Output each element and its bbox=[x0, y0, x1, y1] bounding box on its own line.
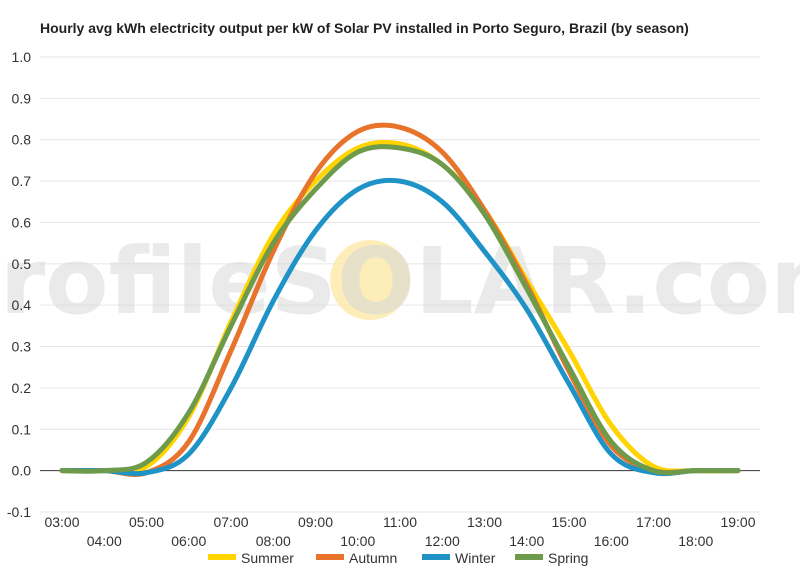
x-tick-label: 12:00 bbox=[425, 533, 460, 549]
x-tick-label: 05:00 bbox=[129, 514, 164, 530]
y-tick-label: 0.6 bbox=[12, 214, 32, 230]
y-axis-ticks: 1.0 0.9 0.8 0.7 0.6 0.5 0.4 0.3 0.2 0.1 0.0 -0.1 bbox=[7, 49, 31, 520]
legend-label-autumn: Autumn bbox=[349, 550, 397, 566]
y-tick-label: -0.1 bbox=[7, 504, 31, 520]
watermark: profileSOLAR.com bbox=[0, 228, 800, 335]
series-line-winter bbox=[59, 177, 741, 477]
y-tick-label: 0.7 bbox=[12, 173, 32, 189]
series-line-summer bbox=[59, 139, 741, 475]
y-tick-label: 0.5 bbox=[12, 256, 32, 272]
x-axis-ticks: 03:00 04:00 05:00 06:00 07:00 08:00 09:00 10:00… bbox=[44, 514, 755, 549]
x-tick-label: 11:00 bbox=[383, 514, 417, 530]
x-tick-label: 14:00 bbox=[509, 533, 544, 549]
legend: Summer Autumn Winter Spring bbox=[208, 550, 588, 566]
legend-label-summer: Summer bbox=[241, 550, 294, 566]
legend-label-winter: Winter bbox=[455, 550, 496, 566]
x-tick-label: 08:00 bbox=[256, 533, 291, 549]
chart-title: Hourly avg kWh electricity output per kW… bbox=[40, 20, 689, 36]
y-tick-label: 1.0 bbox=[12, 49, 32, 65]
x-tick-label: 13:00 bbox=[467, 514, 502, 530]
series-lines bbox=[59, 122, 741, 477]
y-tick-label: 0.2 bbox=[12, 380, 32, 396]
x-tick-label: 16:00 bbox=[594, 533, 629, 549]
x-tick-label: 18:00 bbox=[678, 533, 713, 549]
legend-swatch-autumn bbox=[316, 554, 344, 560]
series-line-autumn bbox=[59, 122, 741, 477]
legend-label-spring: Spring bbox=[548, 550, 588, 566]
series-line-spring bbox=[59, 144, 741, 476]
watermark-sun bbox=[330, 240, 410, 320]
y-tick-label: 0.3 bbox=[12, 339, 32, 355]
y-tick-label: 0.9 bbox=[12, 90, 32, 106]
x-tick-label: 06:00 bbox=[171, 533, 206, 549]
y-tick-label: 0.1 bbox=[12, 421, 32, 437]
y-tick-label: 0.4 bbox=[12, 297, 32, 313]
x-tick-label: 17:00 bbox=[636, 514, 671, 530]
x-tick-label: 04:00 bbox=[87, 533, 122, 549]
legend-swatch-summer bbox=[208, 554, 236, 560]
x-tick-label: 10:00 bbox=[340, 533, 375, 549]
legend-swatch-winter bbox=[422, 554, 450, 560]
y-tick-label: 0.8 bbox=[12, 132, 32, 148]
y-tick-label: 0.0 bbox=[12, 463, 32, 479]
legend-swatch-spring bbox=[515, 554, 543, 560]
x-tick-label: 19:00 bbox=[720, 514, 755, 530]
x-tick-label: 03:00 bbox=[44, 514, 79, 530]
x-tick-label: 15:00 bbox=[551, 514, 586, 530]
watermark-text: profileSOLAR.com bbox=[0, 228, 800, 335]
x-tick-label: 07:00 bbox=[213, 514, 248, 530]
x-tick-label: 09:00 bbox=[298, 514, 333, 530]
